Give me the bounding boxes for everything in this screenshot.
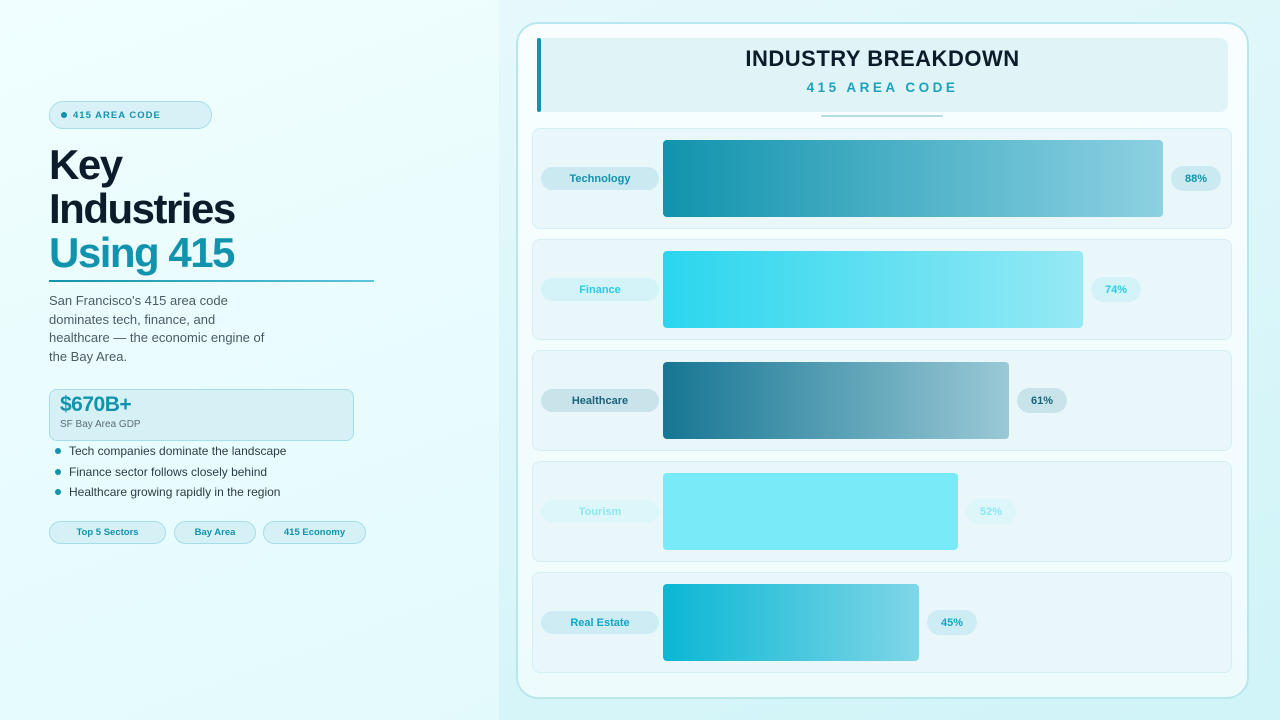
chart-bar xyxy=(663,251,1083,328)
bullet-list: Tech companies dominate the landscape Fi… xyxy=(55,441,286,503)
category-label: Technology xyxy=(541,167,659,190)
chart-bar xyxy=(663,140,1163,217)
title-line-1: Key xyxy=(49,141,123,188)
value-label: 52% xyxy=(966,499,1016,524)
tag-top-sectors: Top 5 Sectors xyxy=(49,521,166,544)
category-label: Tourism xyxy=(541,500,659,523)
chart-subtitle: 415 AREA CODE xyxy=(806,80,959,95)
list-item: Tech companies dominate the landscape xyxy=(55,441,286,462)
title-line-2: Industries xyxy=(49,185,236,232)
value-label: 88% xyxy=(1171,166,1221,191)
badge-dot-icon xyxy=(61,112,67,118)
value-label: 74% xyxy=(1091,277,1141,302)
header-divider xyxy=(821,115,943,117)
bullet-dot-icon xyxy=(55,448,61,455)
tag-bay-area: Bay Area xyxy=(174,521,256,544)
bullet-dot-icon xyxy=(55,468,61,475)
page-title: Key Industries Using 415 xyxy=(49,143,409,275)
chart-bar xyxy=(663,584,919,661)
badge-label: 415 AREA CODE xyxy=(73,109,161,121)
chart-row: Healthcare 61% xyxy=(532,350,1232,451)
chart-row: Technology 88% xyxy=(532,128,1232,229)
stat-value: $670B+ xyxy=(60,393,132,416)
header-accent-bar xyxy=(537,38,541,112)
chart-header: INDUSTRY BREAKDOWN 415 AREA CODE xyxy=(537,38,1228,112)
value-label: 45% xyxy=(927,610,977,635)
description: San Francisco's 415 area code dominates … xyxy=(49,293,265,364)
category-label: Finance xyxy=(541,278,659,301)
bullet-dot-icon xyxy=(55,489,61,496)
list-item: Healthcare growing rapidly in the region xyxy=(55,482,286,503)
gdp-stat-card: $670B+ SF Bay Area GDP xyxy=(49,389,354,441)
category-label: Healthcare xyxy=(541,389,659,412)
title-accent: Using 415 xyxy=(49,229,235,276)
area-code-badge: 415 AREA CODE xyxy=(49,101,212,129)
tag-415-economy: 415 Economy xyxy=(263,521,366,544)
value-label: 61% xyxy=(1017,388,1067,413)
category-label: Real Estate xyxy=(541,611,659,634)
chart-row: Real Estate 45% xyxy=(532,572,1232,673)
chart-bar xyxy=(663,362,1009,439)
title-divider xyxy=(49,280,374,282)
chart-bar xyxy=(663,473,958,550)
stat-label: SF Bay Area GDP xyxy=(60,419,141,430)
chart-row: Finance 74% xyxy=(532,239,1232,340)
chart-title: INDUSTRY BREAKDOWN xyxy=(745,46,1020,71)
chart-row: Tourism 52% xyxy=(532,461,1232,562)
list-item: Finance sector follows closely behind xyxy=(55,462,286,483)
